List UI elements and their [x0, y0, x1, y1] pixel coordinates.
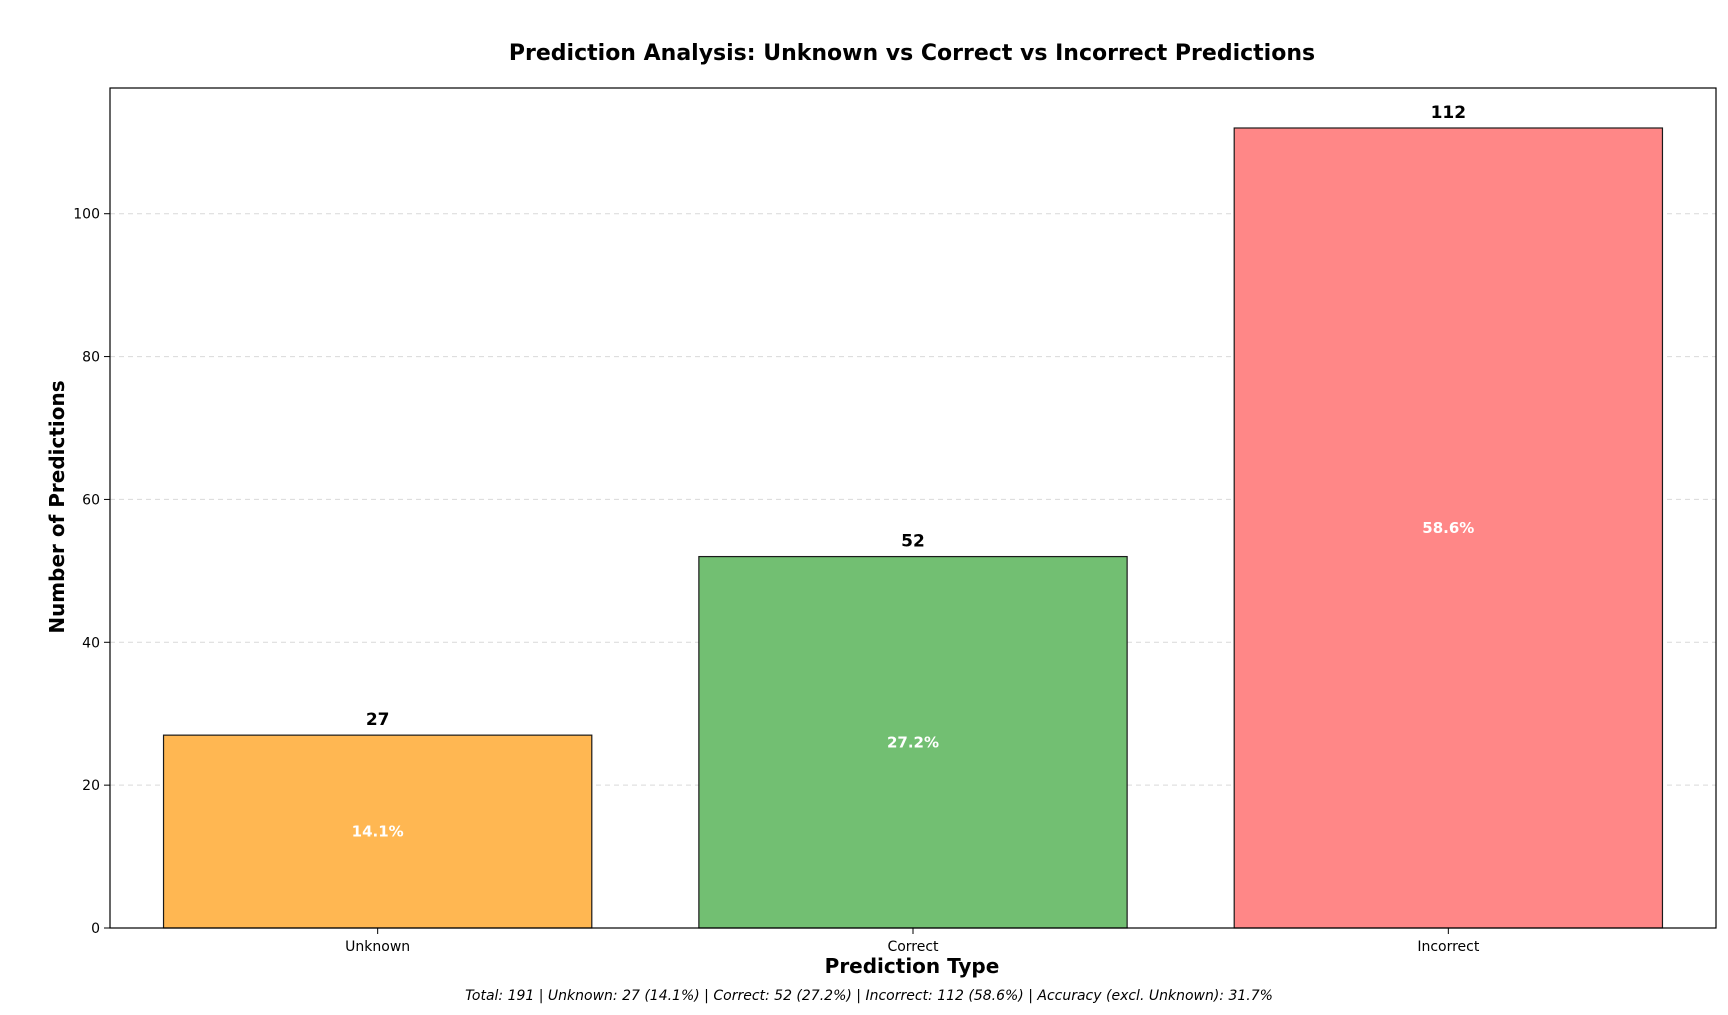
bar-percent-label: 58.6%: [1422, 519, 1474, 537]
x-tick-label: Correct: [887, 939, 939, 955]
x-tick-label: Incorrect: [1417, 939, 1480, 955]
x-axis-label: Prediction Type: [825, 954, 1000, 978]
bars: [162, 127, 1664, 929]
bar-labels: 27 14.1% 52 27.2% 112 58.6%: [352, 103, 1475, 841]
bar-correct: [698, 555, 1128, 929]
y-tick-label: 40: [82, 635, 100, 651]
bar-unknown: [162, 734, 593, 929]
bar-percent-label: 27.2%: [887, 733, 939, 751]
y-tick-label: 80: [82, 350, 100, 366]
chart-footer: Total: 191 | Unknown: 27 (14.1%) | Corre…: [465, 988, 1273, 1004]
y-tick-label: 60: [82, 492, 100, 508]
axis-ticks: 0 20 40 60 80 100 Unknown Correct Incorrect: [73, 207, 1480, 955]
y-tick-label: 100: [73, 207, 100, 223]
chart-title: Prediction Analysis: Unknown vs Correct …: [509, 41, 1315, 66]
bar-value-label: 27: [366, 710, 390, 730]
bar-percent-label: 14.1%: [352, 823, 404, 841]
y-tick-label: 20: [82, 778, 100, 794]
bar-incorrect: [1233, 127, 1664, 929]
x-tick-label: Unknown: [345, 939, 410, 955]
bar-value-label: 52: [901, 532, 925, 552]
bar-value-label: 112: [1431, 103, 1467, 123]
y-tick-label: 0: [91, 921, 100, 937]
y-axis-label: Number of Predictions: [45, 380, 69, 633]
